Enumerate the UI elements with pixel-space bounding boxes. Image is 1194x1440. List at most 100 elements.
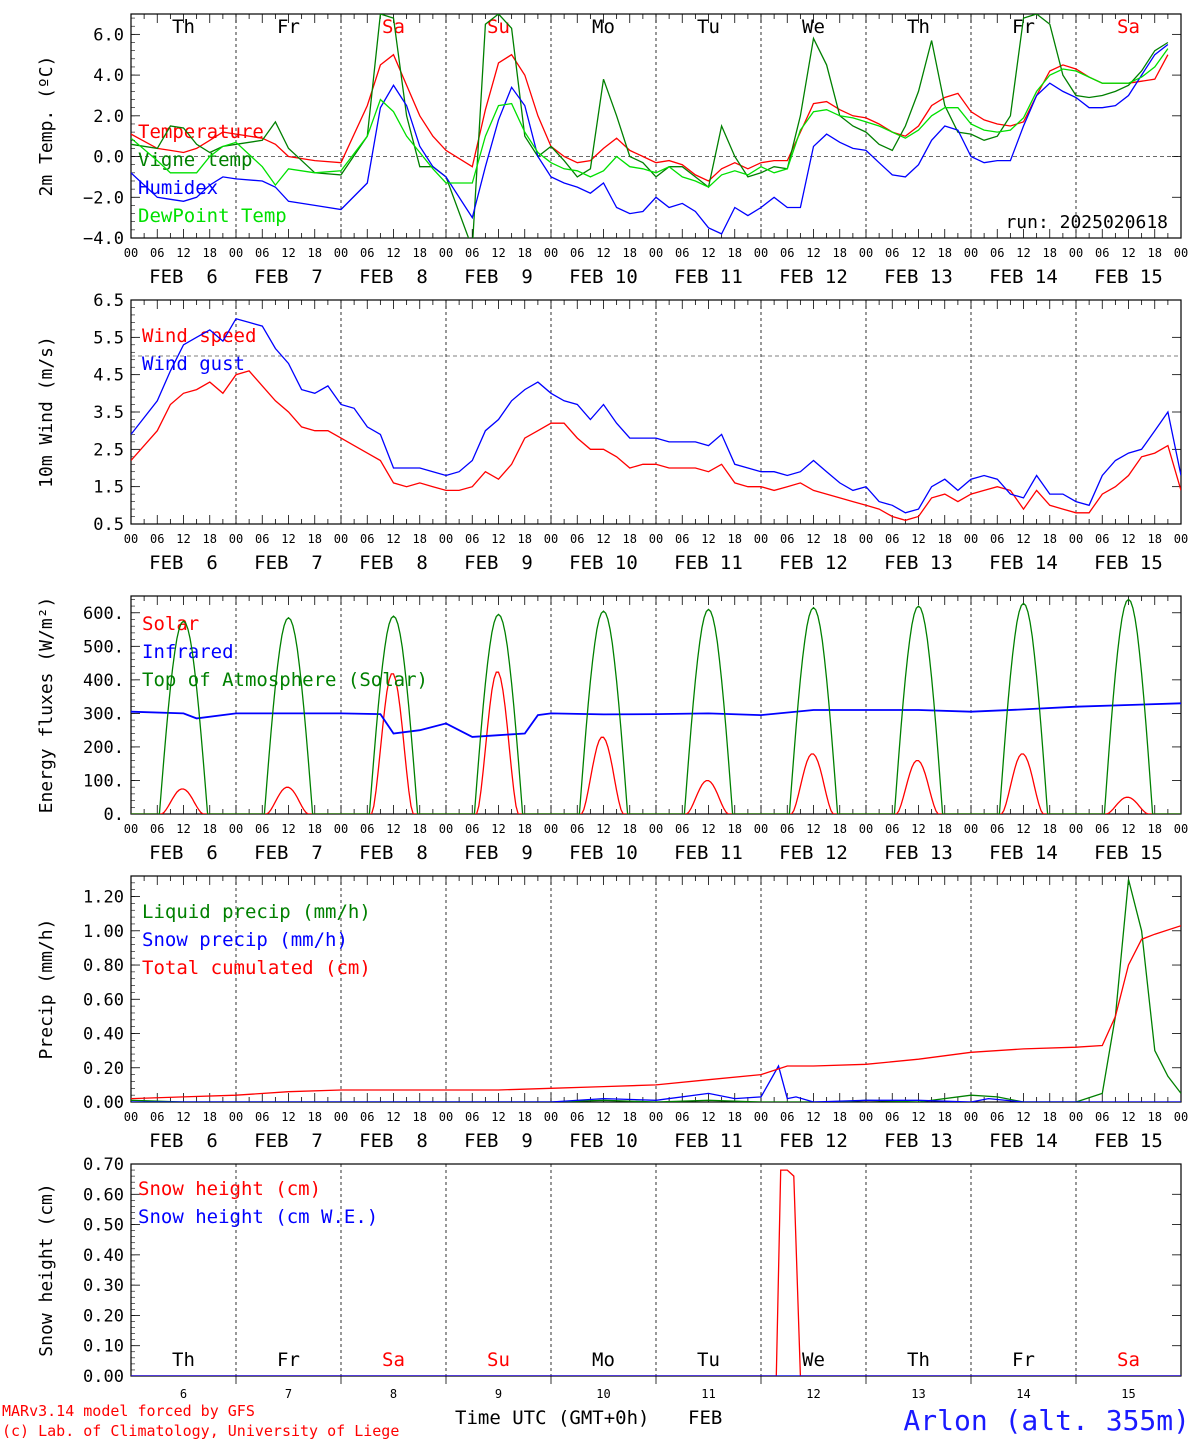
hour-label: 06 <box>780 1110 794 1124</box>
hour-label: 00 <box>859 246 873 260</box>
series-line-temperature <box>131 53 1169 182</box>
series-line-humidex <box>131 43 1169 235</box>
date-label: FEB 15 <box>1094 552 1163 574</box>
y-axis-label: Energy fluxes (W/m²) <box>36 597 57 814</box>
y-tick-label: 6.5 <box>93 291 124 311</box>
legend-entry: Wind gust <box>142 353 245 375</box>
date-label: FEB 15 <box>1094 266 1163 288</box>
hour-label: 12 <box>176 532 190 546</box>
weekday-label: Sa <box>382 1349 405 1371</box>
date-label: FEB 6 <box>149 266 218 288</box>
hour-label: 00 <box>649 822 663 836</box>
series-line-top-of-atmosphere-solar- <box>131 598 1181 814</box>
panel-2: 0.5 1.5 2.5 3.5 4.5 5.5 6.5 10m Wind (m/s) 00 06 1… <box>36 291 1188 574</box>
hour-label: 06 <box>885 822 899 836</box>
hour-label: 06 <box>1095 246 1109 260</box>
series-line-vigne-temp <box>131 14 1169 238</box>
y-tick-label: 0.10 <box>83 1337 124 1357</box>
hour-label: 06 <box>885 246 899 260</box>
hour-label: 12 <box>281 246 295 260</box>
y-tick-label: 1.00 <box>83 922 124 942</box>
hour-label: 12 <box>386 246 400 260</box>
weekday-label: Sa <box>1117 16 1140 38</box>
y-tick-label: 0.60 <box>83 1185 124 1205</box>
date-label: FEB 7 <box>254 842 323 864</box>
y-tick-label: 0.80 <box>83 956 124 976</box>
hour-label: 00 <box>229 1110 243 1124</box>
location-title: Arlon (alt. 355m) <box>903 1404 1190 1437</box>
date-label: FEB 14 <box>989 552 1058 574</box>
hour-label: 00 <box>1174 532 1188 546</box>
hour-label: 12 <box>806 1110 820 1124</box>
hour-label: 00 <box>1069 246 1083 260</box>
series-line-solar <box>131 671 1181 814</box>
date-label: FEB 14 <box>989 842 1058 864</box>
weekday-label: Mo <box>592 1349 615 1371</box>
hour-label: 06 <box>465 1110 479 1124</box>
hour-label: 18 <box>1148 246 1162 260</box>
date-label: FEB 12 <box>779 1130 848 1152</box>
legend-entry: Humidex <box>138 177 218 199</box>
hour-label: 06 <box>570 246 584 260</box>
y-tick-label: 0.5 <box>93 515 124 535</box>
date-label: FEB 9 <box>464 266 533 288</box>
y-tick-label: 2.0 <box>93 107 124 127</box>
weekday-label: Fr <box>1012 1349 1035 1371</box>
hour-label: 12 <box>1016 822 1030 836</box>
legend-entry: DewPoint Temp <box>138 205 287 227</box>
hour-label: 18 <box>623 822 637 836</box>
weekday-label: Sa <box>1117 1349 1140 1371</box>
hour-label: 18 <box>203 1110 217 1124</box>
hour-label: 00 <box>1174 1110 1188 1124</box>
hour-label: 00 <box>229 246 243 260</box>
hour-label: 06 <box>570 532 584 546</box>
hour-label: 18 <box>1043 246 1057 260</box>
y-tick-label: 100. <box>83 771 124 791</box>
hour-label: 06 <box>465 246 479 260</box>
run-label: run: 2025020618 <box>1005 212 1168 233</box>
y-tick-label: 400. <box>83 671 124 691</box>
weekday-label: We <box>802 1349 825 1371</box>
date-label: FEB 12 <box>779 842 848 864</box>
hour-label: 06 <box>150 822 164 836</box>
legend-entry: Snow height (cm W.E.) <box>138 1206 378 1228</box>
y-tick-label: 5.5 <box>93 328 124 348</box>
hour-label: 18 <box>308 532 322 546</box>
hour-label: 00 <box>754 822 768 836</box>
hour-label: 06 <box>885 532 899 546</box>
y-tick-label: 2.5 <box>93 440 124 460</box>
hour-label: 12 <box>701 822 715 836</box>
hour-label: 00 <box>754 532 768 546</box>
date-label: FEB 13 <box>884 266 953 288</box>
hour-label: 00 <box>439 532 453 546</box>
hour-label: 12 <box>911 822 925 836</box>
hour-label: 12 <box>386 1110 400 1124</box>
hour-label: 18 <box>938 532 952 546</box>
y-tick-label: 0.20 <box>83 1059 124 1079</box>
date-label: FEB 8 <box>359 1130 428 1152</box>
date-label: FEB 8 <box>359 842 428 864</box>
y-tick-label: 500. <box>83 637 124 657</box>
hour-label: 18 <box>203 246 217 260</box>
y-tick-label: 0.70 <box>83 1155 124 1175</box>
y-axis-label: Snow height (cm) <box>36 1183 57 1356</box>
hour-label: 06 <box>150 246 164 260</box>
hour-label: 12 <box>491 246 505 260</box>
hour-label: 06 <box>675 1110 689 1124</box>
hour-label: 00 <box>649 532 663 546</box>
y-tick-label: 0.20 <box>83 1306 124 1326</box>
series-line-snow-height-cm- <box>131 1169 1181 1376</box>
y-axis-label: Precip (mm/h) <box>36 919 57 1060</box>
series-line-dewpoint-temp <box>131 48 1169 188</box>
hour-label: 06 <box>255 246 269 260</box>
weekday-label: Su <box>487 16 510 38</box>
hour-label: 12 <box>1121 532 1135 546</box>
weekday-label: Fr <box>277 1349 300 1371</box>
hour-label: 06 <box>255 1110 269 1124</box>
weekday-label: Th <box>172 1349 195 1371</box>
hour-label: 12 <box>281 822 295 836</box>
hour-label: 12 <box>701 1110 715 1124</box>
hour-label: 12 <box>386 822 400 836</box>
y-tick-label: −4.0 <box>83 229 124 249</box>
legend-entry: Snow precip (mm/h) <box>142 929 348 951</box>
